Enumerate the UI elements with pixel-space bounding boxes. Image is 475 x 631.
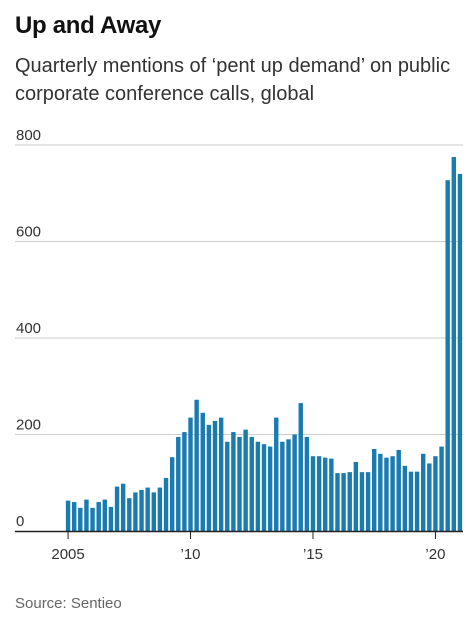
bar [65,500,71,531]
bar [151,492,156,531]
bar [384,457,389,531]
bar [372,448,377,531]
y-tick-label: 0 [16,513,24,530]
bar [408,471,414,531]
bar [451,157,457,531]
bar [414,471,420,531]
bar [237,436,242,531]
bar [169,457,175,531]
bar [255,441,261,531]
bar [323,457,328,531]
x-tick-label: ’10 [181,546,201,563]
gridlines: 0 200 400 600 800 [15,127,463,530]
bar [212,420,218,531]
bar [329,458,334,532]
bar [316,456,322,531]
bar [286,439,291,531]
y-tick-label: 800 [16,127,41,144]
bar [457,173,463,531]
bar [71,502,77,531]
bar [96,502,101,531]
bar [84,499,89,531]
bar [133,492,138,531]
y-tick-label: 600 [16,224,41,241]
bar-chart: 0 200 400 600 800 2005 ’10 ’15 ’20 [15,127,463,563]
bar [120,483,126,531]
bar [200,412,205,531]
bar [421,453,426,531]
x-tick-label: ’20 [425,546,445,563]
bar [378,453,383,531]
bar [310,456,316,531]
bar [365,472,371,531]
bar [341,473,346,531]
bar [402,465,408,531]
bar [243,429,248,531]
bars [65,157,463,532]
bar [433,456,438,531]
bar [390,456,395,531]
bar [114,486,120,531]
bar [261,444,267,531]
bar [163,477,169,531]
bar [78,507,83,531]
bar [218,417,224,531]
axes: 2005 ’10 ’15 ’20 [15,530,463,563]
bar [206,424,212,531]
bar [176,436,181,531]
chart-title: Up and Away [15,12,162,39]
chart-subtitle: Quarterly mentions of ‘pent up demand’ o… [15,55,451,105]
bar [439,446,444,531]
bar [292,434,297,531]
source-note: Source: Sentieo [15,595,122,612]
bar [304,436,310,531]
y-tick-label: 200 [16,417,41,434]
bar [108,506,114,532]
bar [274,417,279,531]
bar [90,507,95,531]
y-tick-label: 400 [16,320,41,337]
bar [298,403,303,531]
bar [194,399,199,531]
bar [427,463,432,531]
bar [347,472,352,531]
bar [396,449,401,531]
bar [335,473,340,531]
bar [280,441,285,531]
bar [225,441,230,531]
bar [102,499,108,531]
bar [445,180,450,531]
x-tick-label: 2005 [51,546,84,563]
bar [267,446,273,531]
bar [249,436,254,531]
x-tick-label: ’15 [303,546,323,563]
bar [188,417,193,531]
bar [353,462,359,531]
bar [157,487,163,531]
bar [359,472,365,531]
bar [127,498,132,531]
bar [182,432,187,531]
bar [145,487,150,531]
bar [231,432,236,531]
bar [139,489,144,531]
